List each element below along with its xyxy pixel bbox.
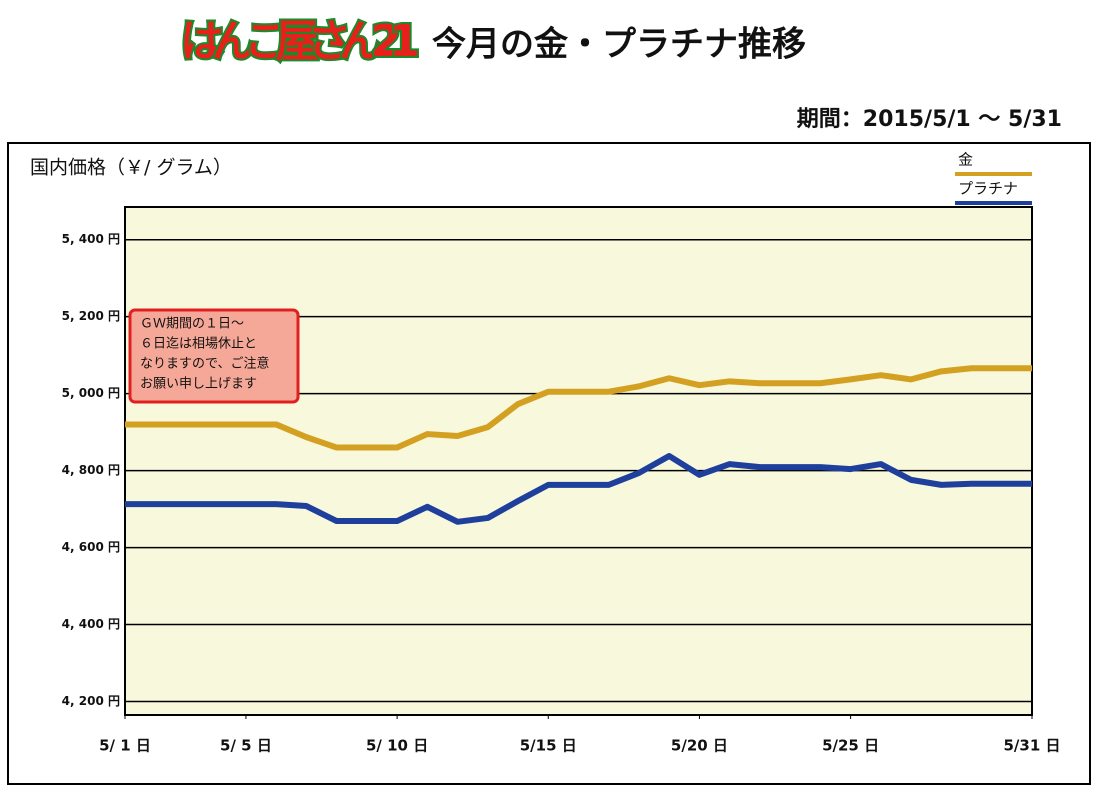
logo: はんこ屋さん21 [180, 16, 420, 67]
y-tick-label: 5, 200 円 [62, 309, 120, 323]
x-tick-label: 5/ 5 日 [220, 737, 272, 755]
annotation-text: なりますので、ご注意 [140, 356, 269, 372]
y-tick-label: 4, 600 円 [62, 540, 120, 554]
x-tick-label: 5/25 日 [822, 737, 879, 755]
y-tick-label: 4, 800 円 [62, 463, 120, 477]
period: 期間：2015/5/1 〜 5/31 [797, 107, 1062, 132]
x-tick-label: 5/ 1 日 [99, 737, 151, 755]
x-tick-label: 5/20 日 [671, 737, 728, 755]
x-tick-label: 5/15 日 [520, 737, 577, 755]
legend-label: プラチナ [958, 180, 1018, 198]
y-axis-label: 国内価格（￥/ グラム） [30, 157, 232, 179]
plot-area [124, 206, 1033, 716]
x-tick-label: 5/ 10 日 [366, 737, 428, 755]
annotation-text: ６日迄は相場休止と [140, 337, 257, 352]
y-tick-label: 5, 400 円 [62, 232, 120, 246]
series-line [125, 452, 1032, 525]
y-tick-label: 5, 000 円 [62, 386, 120, 400]
x-tick-label: 5/31 日 [1003, 737, 1060, 755]
series-line [125, 365, 1032, 451]
page-title: 今月の金・プラチナ推移 [432, 25, 806, 65]
annotation-box [128, 308, 300, 404]
legend-label: 金 [958, 151, 973, 169]
annotation-text: ＧＷ期間の１日～ [140, 317, 244, 332]
y-tick-label: 4, 200 円 [62, 694, 120, 708]
annotation-text: お願い申し上げます [140, 377, 257, 392]
y-tick-label: 4, 400 円 [62, 617, 120, 631]
